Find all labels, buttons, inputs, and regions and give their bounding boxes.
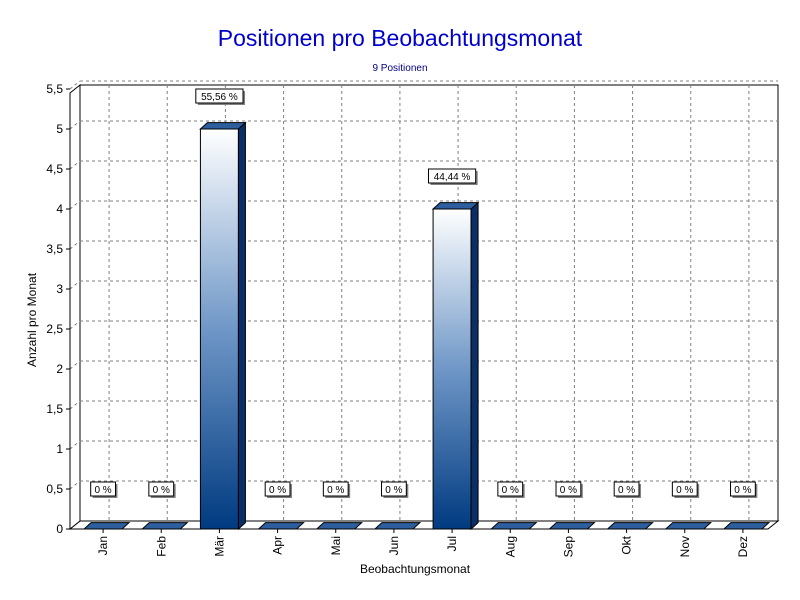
bar-top (606, 522, 654, 530)
y-tick-label: 3 (56, 282, 63, 296)
bar-aug (489, 522, 538, 530)
gridline-side (69, 80, 81, 90)
data-label-text: 44,44 % (434, 172, 471, 183)
back-wall (79, 84, 779, 522)
gridline-side (69, 480, 81, 490)
data-label: 55,56 % (195, 88, 246, 105)
bar-top (722, 522, 771, 530)
plot-area (68, 83, 780, 531)
bar-mär (199, 121, 247, 531)
data-label: 0 % (322, 481, 351, 498)
bar-top (257, 522, 305, 530)
x-tick-label: Jun (387, 536, 401, 555)
y-tick-label: 5 (56, 122, 63, 136)
data-label: 0 % (381, 481, 409, 498)
y-tick-label: 5,5 (46, 82, 63, 96)
y-tick-label: 4,5 (46, 162, 63, 176)
data-label: 0 % (730, 481, 758, 498)
data-labels: 0 % 0 % 55,56 % 0 % 0 % 0 % 44,44 % 0 % 0 % 0 % 0 … (90, 88, 758, 498)
chart-title: Positionen pro Beobachtungsmonat (218, 25, 583, 51)
x-tick-label: Feb (154, 536, 168, 557)
x-tick-label: Jan (96, 536, 110, 555)
bar-front (432, 208, 472, 530)
data-label: 0 % (90, 481, 118, 498)
bar-top (373, 522, 422, 530)
data-label: 0 % (671, 481, 700, 498)
bar-top (548, 522, 596, 530)
bar-front (199, 128, 239, 530)
gridline-side (69, 240, 81, 250)
bar-side (470, 201, 479, 531)
x-tick-label: Okt (620, 535, 634, 554)
data-label-text: 0 % (734, 485, 751, 496)
y-tick-label: 1,5 (46, 402, 63, 416)
y-tick-label: 2,5 (46, 322, 63, 336)
gridline-side (69, 120, 81, 130)
gridline-side (69, 360, 81, 370)
bar-side (237, 121, 246, 531)
data-label-text: 0 % (94, 485, 111, 496)
y-tick-label: 2 (56, 362, 63, 376)
gridline-side (69, 280, 81, 290)
chart-subtitle: 9 Positionen (372, 63, 427, 74)
y-tick-label: 0,5 (46, 482, 63, 496)
x-axis-label: Beobachtungsmonat (360, 562, 471, 576)
x-tick-label: Apr (271, 536, 285, 555)
gridline-side (69, 400, 81, 410)
bar-top (140, 522, 189, 530)
bar-top (315, 522, 364, 530)
data-label: 0 % (264, 481, 292, 498)
bar-okt (606, 522, 654, 530)
x-tick-label: Nov (678, 536, 692, 557)
bar-feb (140, 522, 189, 530)
data-label-text: 0 % (676, 485, 693, 496)
gridline-side (69, 320, 81, 330)
bar-dez (722, 522, 771, 530)
bar-top (431, 202, 480, 210)
y-tick-label: 4 (56, 202, 63, 216)
data-label: 44,44 % (427, 168, 478, 185)
x-tick-label: Sep (561, 536, 575, 558)
bar-jul (431, 201, 480, 531)
data-label: 0 % (613, 481, 641, 498)
x-tick-label: Mär (212, 536, 226, 557)
data-label-text: 0 % (327, 485, 344, 496)
bar-top (82, 522, 131, 530)
data-label: 0 % (148, 481, 176, 498)
data-label-text: 0 % (269, 485, 286, 496)
axes: 0 0,5 1 1,5 2 2,5 3 3,5 4 4,5 5 5,5 Jan Feb Mär Apr Mai J… (46, 82, 768, 557)
gridline-side (69, 160, 81, 170)
data-label-text: 0 % (153, 485, 170, 496)
data-label: 0 % (555, 481, 583, 498)
bars (82, 121, 771, 531)
y-tick-label: 0 (56, 522, 63, 536)
left-wall (69, 83, 81, 531)
x-tick-label: Dez (736, 536, 750, 557)
x-tick-label: Aug (503, 536, 517, 557)
data-label-text: 0 % (385, 485, 402, 496)
bar-top (489, 522, 538, 530)
bar-apr (257, 522, 305, 530)
data-label-text: 0 % (560, 485, 577, 496)
bar-top (664, 522, 713, 530)
bar-jun (373, 522, 422, 530)
y-tick-label: 1 (56, 442, 63, 456)
bar-sep (548, 522, 596, 530)
gridline-side (69, 200, 81, 210)
bar-nov (664, 522, 713, 530)
bar-jan (82, 522, 131, 530)
bar-top (199, 122, 247, 130)
x-tick-label: Jul (445, 536, 459, 551)
y-axis-label: Anzahl pro Monat (25, 272, 39, 367)
data-label-text: 55,56 % (201, 92, 238, 103)
gridline-side (69, 440, 81, 450)
data-label-text: 0 % (502, 485, 519, 496)
data-label: 0 % (497, 481, 525, 498)
x-tick-label: Mai (329, 536, 343, 555)
y-tick-label: 3,5 (46, 242, 63, 256)
data-label-text: 0 % (618, 485, 635, 496)
bar-mai (315, 522, 364, 530)
